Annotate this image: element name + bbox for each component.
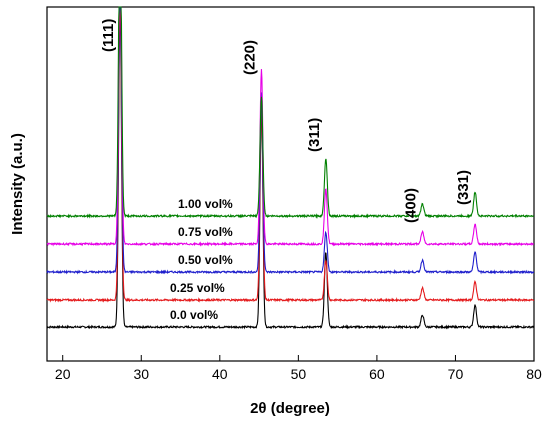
x-axis-label: 2θ (degree) bbox=[250, 400, 330, 417]
series-label: 0.25 vol% bbox=[170, 281, 225, 295]
series-line bbox=[46, 6, 535, 303]
series-line bbox=[46, 6, 535, 330]
series-labels: 0.0 vol% 0.25 vol% 0.50 vol% 0.75 vol% 1.00 … bbox=[170, 197, 233, 322]
x-tick-label: 60 bbox=[369, 366, 385, 382]
series-line bbox=[46, 6, 535, 275]
x-tick-label: 80 bbox=[526, 366, 542, 382]
x-ticks: 20 30 40 50 60 70 80 bbox=[55, 355, 542, 382]
x-tick-label: 20 bbox=[55, 366, 71, 382]
series-line bbox=[46, 6, 534, 219]
series-label: 1.00 vol% bbox=[178, 197, 233, 211]
series-layer bbox=[46, 6, 535, 330]
peak-label: (311) bbox=[306, 118, 323, 152]
series-label: 0.75 vol% bbox=[178, 225, 233, 239]
series-line bbox=[46, 6, 535, 247]
series-label: 0.0 vol% bbox=[170, 308, 218, 322]
y-axis-label: Intensity (a.u.) bbox=[9, 133, 26, 235]
peak-label: (220) bbox=[241, 40, 258, 75]
peak-label: (111) bbox=[100, 19, 117, 52]
x-tick-label: 50 bbox=[291, 366, 307, 382]
x-tick-label: 40 bbox=[212, 366, 228, 382]
x-tick-label: 70 bbox=[448, 366, 464, 382]
peak-labels: (111) (220) (311) (400) (331) bbox=[100, 19, 472, 223]
series-label: 0.50 vol% bbox=[178, 253, 233, 267]
plot-frame bbox=[46, 6, 535, 362]
peak-label: (331) bbox=[455, 170, 472, 205]
x-tick-label: 30 bbox=[133, 366, 149, 382]
peak-label: (400) bbox=[403, 188, 420, 223]
